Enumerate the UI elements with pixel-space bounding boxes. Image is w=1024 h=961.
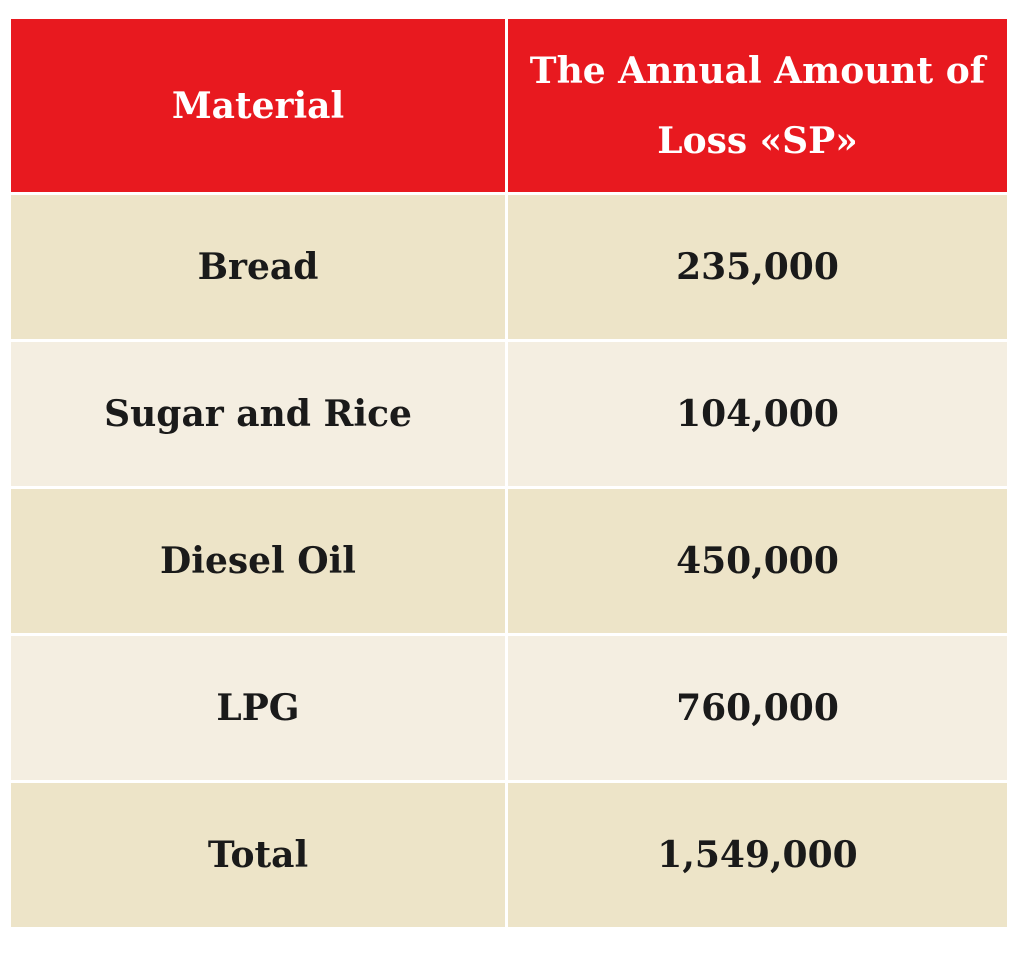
table-row: LPG 760,000 bbox=[11, 636, 1007, 783]
material-cell: Diesel Oil bbox=[11, 489, 508, 636]
amount-cell: 760,000 bbox=[508, 636, 1007, 783]
total-amount-cell: 1,549,000 bbox=[508, 783, 1007, 927]
amount-cell: 104,000 bbox=[508, 342, 1007, 489]
header-annual-loss-line-1: The Annual Amount of bbox=[529, 49, 986, 92]
loss-table: Material The Annual Amount of Loss «SP» … bbox=[11, 19, 1007, 927]
total-label-cell: Total bbox=[11, 783, 508, 927]
amount-cell: 235,000 bbox=[508, 195, 1007, 342]
table-row: Bread 235,000 bbox=[11, 195, 1007, 342]
table-row: Diesel Oil 450,000 bbox=[11, 489, 1007, 636]
table-header-row: Material The Annual Amount of Loss «SP» bbox=[11, 19, 1007, 195]
header-annual-loss-line-2: Loss «SP» bbox=[657, 119, 858, 162]
table-row: Sugar and Rice 104,000 bbox=[11, 342, 1007, 489]
material-cell: Bread bbox=[11, 195, 508, 342]
header-annual-loss: The Annual Amount of Loss «SP» bbox=[508, 19, 1007, 195]
total-row: Total 1,549,000 bbox=[11, 783, 1007, 927]
amount-cell: 450,000 bbox=[508, 489, 1007, 636]
material-cell: Sugar and Rice bbox=[11, 342, 508, 489]
header-material: Material bbox=[11, 19, 508, 195]
material-cell: LPG bbox=[11, 636, 508, 783]
